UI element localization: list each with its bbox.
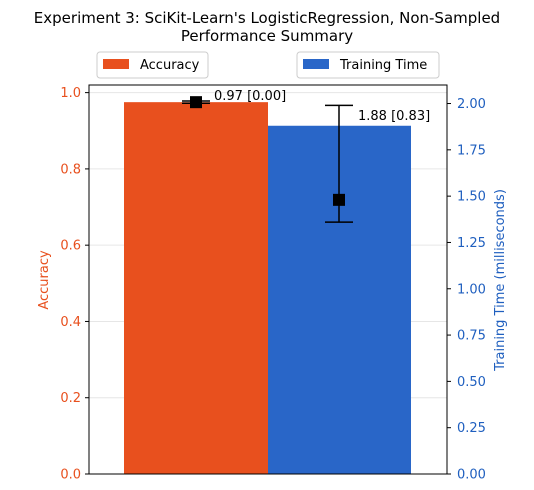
data-label-accuracy: 0.97 [0.00] [214,89,286,104]
left-tick-label-1: 0.2 [60,391,81,406]
right-tick-label-2: 0.50 [457,375,486,390]
right-tick-label-6: 1.50 [457,190,486,205]
right-tick-label-8: 2.00 [457,97,486,112]
legend-left: Accuracy [96,51,209,79]
left-axis-ticks: 0.0 0.2 0.4 0.6 0.8 1.0 [60,86,89,483]
right-tick-label-1: 0.25 [457,421,486,436]
left-tick-label-4: 0.8 [60,162,81,177]
bar-accuracy [124,102,268,474]
left-tick-label-3: 0.6 [60,239,81,254]
legend-left-frame [96,51,209,79]
left-tick-label-5: 1.0 [60,86,81,101]
legend-accuracy-label: Accuracy [140,58,200,73]
left-axis-label: Accuracy [37,250,52,310]
legend-training-time-label: Training Time [339,58,427,73]
legend-right: Training Time [296,51,440,79]
left-tick-label-2: 0.4 [60,315,81,330]
right-axis-ticks: 0.00 0.25 0.50 0.75 1.00 1.25 1.50 1.75 2.00 [447,97,486,483]
legend-accuracy-swatch [103,59,129,69]
right-tick-label-4: 1.00 [457,282,486,297]
legend-training-time-swatch [303,59,329,69]
plot-frame [88,84,448,475]
right-tick-label-5: 1.25 [457,236,486,251]
chart-title-line2: Performance Summary [181,27,353,45]
chart-title-line1: Experiment 3: SciKit-Learn's LogisticReg… [34,9,500,27]
left-tick-label-0: 0.0 [60,468,81,483]
right-tick-label-7: 1.75 [457,143,486,158]
right-axis-label: Training Time (milliseconds) [493,189,508,372]
legend-right-frame [296,51,440,79]
marker-training-time [333,193,345,206]
marker-accuracy [190,96,202,109]
right-tick-label-0: 0.00 [457,468,486,483]
data-label-training-time: 1.88 [0.83] [358,109,430,124]
right-tick-label-3: 0.75 [457,329,486,344]
